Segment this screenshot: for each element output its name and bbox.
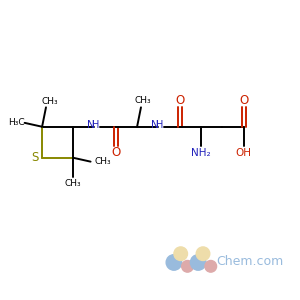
- Text: CH₃: CH₃: [135, 96, 151, 105]
- Text: CH₃: CH₃: [41, 97, 58, 106]
- Text: S: S: [32, 151, 39, 164]
- Circle shape: [196, 247, 210, 260]
- Circle shape: [182, 260, 193, 272]
- Text: Chem.com: Chem.com: [217, 255, 284, 268]
- Text: O: O: [175, 94, 184, 107]
- Text: H₃C: H₃C: [8, 118, 25, 127]
- Circle shape: [190, 255, 206, 270]
- Text: H: H: [156, 120, 163, 130]
- Text: N: N: [151, 120, 158, 130]
- Circle shape: [174, 247, 188, 260]
- Text: CH₃: CH₃: [94, 157, 111, 166]
- Text: O: O: [111, 146, 120, 159]
- Text: N: N: [87, 120, 94, 130]
- Text: OH: OH: [236, 148, 252, 158]
- Text: H: H: [92, 120, 99, 130]
- Circle shape: [166, 255, 182, 270]
- Text: NH₂: NH₂: [191, 148, 211, 158]
- Circle shape: [205, 260, 217, 272]
- Text: CH₃: CH₃: [65, 179, 81, 188]
- Text: O: O: [239, 94, 248, 107]
